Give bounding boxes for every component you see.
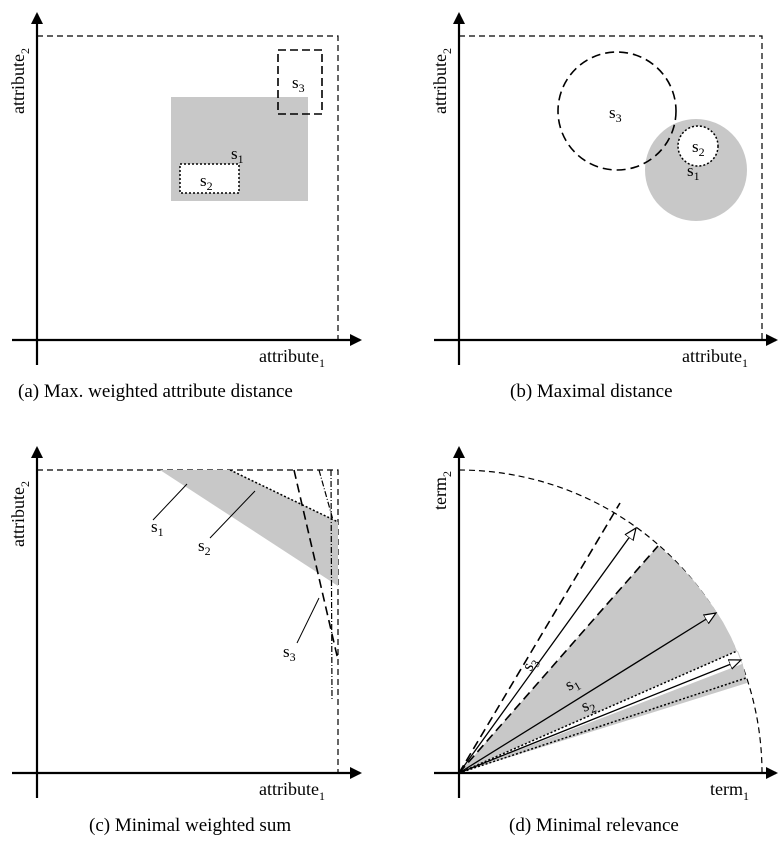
caption-d: (d) Minimal relevance [509, 815, 679, 836]
caption-b: (b) Maximal distance [510, 381, 673, 402]
bounding-box [459, 35, 763, 340]
region-s3 [557, 51, 677, 171]
region-s1 [160, 470, 338, 586]
y-axis-label: term2 [430, 471, 454, 510]
vector-s3 [458, 528, 636, 774]
vector-s1 [458, 613, 716, 774]
region-s1 [459, 546, 737, 773]
leader-s1 [152, 483, 188, 521]
y-axis-label: attribute2 [8, 48, 32, 114]
bounding-box [37, 35, 339, 340]
region-s2 [677, 125, 719, 167]
s3-label: s3 [283, 642, 296, 664]
y-axis-label: attribute2 [430, 48, 454, 114]
s1-label: s1 [687, 161, 700, 183]
s1-label: s1 [151, 517, 164, 539]
panel-d: s3 s1 s2 term1 term2 [430, 446, 778, 803]
caption-c: (c) Minimal weighted sum [89, 815, 292, 836]
region-s1 [645, 119, 747, 221]
s3-label: s3 [518, 654, 543, 675]
unit-arc [458, 469, 763, 774]
s3-label: s3 [292, 73, 305, 95]
boundary-s2-upper [458, 650, 738, 774]
dashdot-line [318, 469, 334, 521]
x-axis-label: attribute1 [682, 346, 748, 370]
panel-a: s1 s2 s3 attribute1 attribute2 [8, 12, 362, 370]
s3-label: s3 [609, 103, 622, 125]
x-axis-label: attribute1 [259, 346, 325, 370]
s2-label: s2 [198, 536, 211, 558]
panel-b: s3 s2 s1 attribute1 attribute2 [430, 12, 778, 370]
panel-c: s1 s2 s3 attribute1 attribute2 [8, 446, 362, 803]
boundary-s3 [293, 469, 339, 661]
x-axis-label: attribute1 [259, 779, 325, 803]
s2-label: s2 [200, 171, 213, 193]
x-axis-label: term1 [710, 779, 749, 803]
boundary-s3-upper [458, 502, 621, 774]
vector-s2 [458, 660, 741, 774]
s2-label: s2 [692, 137, 705, 159]
s1-label: s1 [231, 144, 244, 166]
leader-s2 [209, 490, 256, 539]
region-s3 [277, 49, 323, 115]
bounding-box [37, 469, 339, 773]
boundary-s3-lower [458, 545, 659, 774]
y-axis-label: attribute2 [8, 481, 32, 547]
leader-s3 [296, 597, 320, 644]
region-s2 [179, 163, 240, 194]
caption-a: (a) Max. weighted attribute distance [18, 381, 293, 402]
dashdot-line [330, 469, 333, 701]
